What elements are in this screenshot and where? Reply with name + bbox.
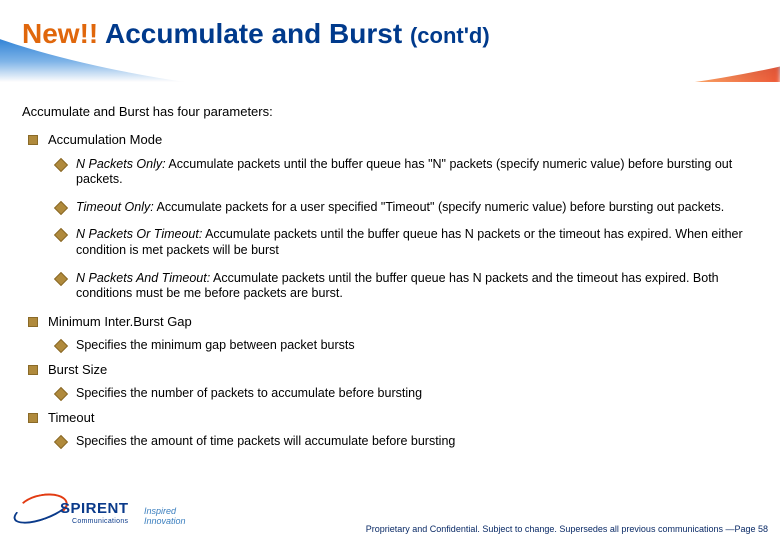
option-timeout-only: Timeout Only: Accumulate packets for a u… — [48, 200, 758, 216]
option-em: Timeout Only: — [76, 200, 154, 214]
param-name: Timeout — [48, 410, 94, 425]
footer-text: Proprietary and Confidential. Subject to… — [366, 524, 768, 534]
option-rest: Specifies the amount of time packets wil… — [76, 434, 455, 448]
content-area: Accumulate and Burst has four parameters… — [22, 104, 758, 458]
burst-size-desc: Specifies the number of packets to accum… — [48, 386, 758, 402]
title-cont: (cont'd) — [410, 23, 490, 48]
option-em: N Packets And Timeout: — [76, 271, 210, 285]
option-rest: Accumulate packets for a user specified … — [154, 200, 724, 214]
list-item: Specifies the minimum gap between packet… — [48, 338, 758, 354]
slide: New!! Accumulate and Burst (cont'd) Accu… — [0, 0, 780, 540]
list-item: Specifies the amount of time packets wil… — [48, 434, 758, 450]
param-burst-size: Burst Size Specifies the number of packe… — [22, 362, 758, 402]
option-em: N Packets Only: — [76, 157, 166, 171]
param-name: Minimum Inter.Burst Gap — [48, 314, 192, 329]
param-accumulation-mode: Accumulation Mode N Packets Only: Accumu… — [22, 132, 758, 302]
spirent-logo: SPIRENT Communications Inspired Innovati… — [12, 492, 212, 534]
accumulation-mode-options: N Packets Only: Accumulate packets until… — [48, 157, 758, 302]
parameter-list: Accumulation Mode N Packets Only: Accumu… — [22, 132, 758, 449]
logo-subtext: Communications — [72, 518, 128, 525]
min-gap-desc: Specifies the minimum gap between packet… — [48, 338, 758, 354]
title-new-badge: New!! — [22, 18, 98, 49]
title-main: Accumulate and Burst — [105, 18, 402, 49]
option-rest: Accumulate packets until the buffer queu… — [76, 157, 732, 187]
option-n-packets-only: N Packets Only: Accumulate packets until… — [48, 157, 758, 188]
list-item: Specifies the number of packets to accum… — [48, 386, 758, 402]
option-em: N Packets Or Timeout: — [76, 227, 202, 241]
slide-title: New!! Accumulate and Burst (cont'd) — [22, 18, 490, 50]
option-n-or-timeout: N Packets Or Timeout: Accumulate packets… — [48, 227, 758, 258]
option-n-and-timeout: N Packets And Timeout: Accumulate packet… — [48, 271, 758, 302]
option-rest: Specifies the number of packets to accum… — [76, 386, 422, 400]
option-rest: Specifies the minimum gap between packet… — [76, 338, 355, 352]
intro-text: Accumulate and Burst has four parameters… — [22, 104, 758, 120]
logo-brand: SPIRENT — [60, 500, 129, 517]
logo-tagline: Inspired Innovation — [144, 506, 212, 526]
param-timeout: Timeout Specifies the amount of time pac… — [22, 410, 758, 450]
param-name: Accumulation Mode — [48, 132, 162, 147]
param-name: Burst Size — [48, 362, 107, 377]
timeout-desc: Specifies the amount of time packets wil… — [48, 434, 758, 450]
param-min-interburst-gap: Minimum Inter.Burst Gap Specifies the mi… — [22, 314, 758, 354]
